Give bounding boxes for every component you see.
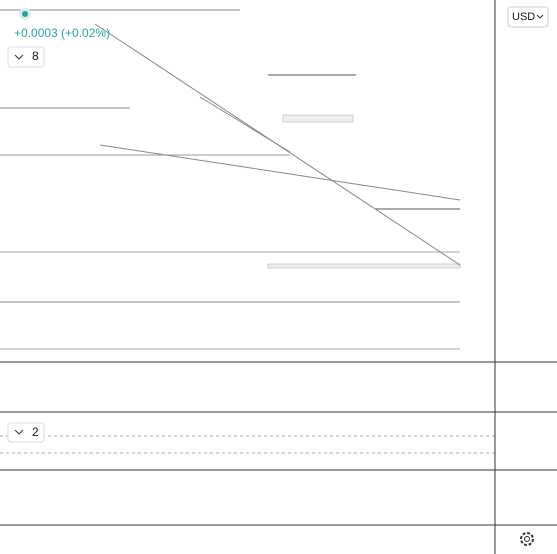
drawings bbox=[0, 9, 495, 454]
chevron bbox=[14, 54, 24, 60]
indicator-count: 2 bbox=[32, 425, 39, 439]
toggle-box[interactable] bbox=[7, 422, 45, 443]
chevron bbox=[536, 14, 544, 19]
currency-dropdown[interactable]: USD bbox=[507, 6, 549, 28]
trend-line bbox=[99, 144, 461, 201]
trend-line bbox=[199, 96, 291, 153]
header: +0.0003 (+0.02%) 8 USD 2 bbox=[7, 6, 549, 546]
indicator-toggle[interactable]: 8 bbox=[7, 46, 45, 68]
gear-center bbox=[524, 536, 530, 542]
gear-icon[interactable] bbox=[520, 532, 534, 546]
toggle-box[interactable] bbox=[7, 46, 45, 68]
indicator-count: 8 bbox=[32, 49, 39, 63]
settings-button[interactable] bbox=[520, 532, 534, 546]
currency: USD bbox=[512, 11, 535, 23]
level-zone bbox=[267, 263, 461, 269]
dropdown-box[interactable] bbox=[507, 6, 549, 28]
live-dot bbox=[22, 11, 28, 17]
price-change: +0.0003 (+0.02%) bbox=[14, 26, 110, 40]
level-zone bbox=[282, 114, 354, 123]
macd-toggle[interactable]: 2 bbox=[7, 422, 45, 443]
chevron bbox=[14, 429, 24, 435]
